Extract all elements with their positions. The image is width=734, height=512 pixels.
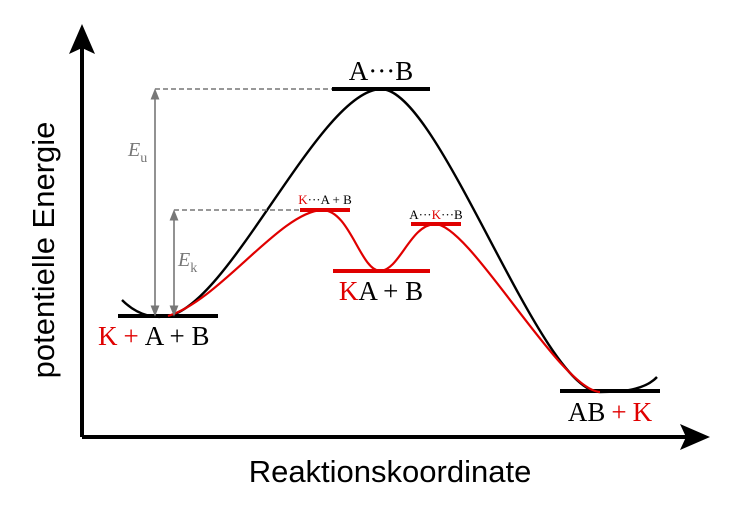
catalyzed-reaction-path — [167, 208, 601, 394]
intermediate-rest: A + B — [358, 276, 423, 306]
reactants-catalyst: K — [98, 321, 118, 351]
catalyzed-transition-2-label: A···K···B — [409, 207, 463, 222]
uncatalyzed-transition-label: A···B — [349, 56, 413, 86]
uncatalyzed-energy-symbol: E — [127, 139, 140, 161]
product-species: AB — [568, 397, 606, 427]
product-label: AB + K — [568, 397, 653, 427]
catalyzed-energy-symbol: E — [177, 249, 190, 271]
y-axis-title: potentielle Energie — [26, 122, 61, 379]
product-catalyst: K — [633, 397, 653, 427]
catalyzed-transition-1-label: K···A + B — [298, 192, 352, 207]
intermediate-label: KA + B — [339, 276, 423, 306]
y-axis-arrow-icon — [69, 24, 95, 54]
uncatalyzed-energy-label: Eu — [127, 139, 147, 166]
reactants-label: K + A + B — [98, 321, 209, 351]
intermediate-catalyst: K — [339, 276, 359, 306]
product-plus: + — [611, 397, 626, 427]
catalyzed-transition-2-a: A··· — [409, 207, 431, 222]
x-axis-arrow-icon — [680, 424, 710, 450]
x-axis-title: Reaktionskoordinate — [249, 454, 532, 489]
reactants-plus: + — [124, 321, 139, 351]
catalyzed-transition-2-catalyst: K — [432, 207, 442, 222]
catalyzed-transition-1-catalyst: K — [298, 192, 308, 207]
axes — [69, 24, 710, 450]
catalyzed-transition-2-b: ···B — [441, 207, 463, 222]
uncatalyzed-energy-subscript: u — [140, 151, 147, 166]
catalyzed-energy-subscript: k — [190, 261, 197, 276]
catalyzed-transition-1-rest: ···A + B — [308, 192, 352, 207]
catalyzed-energy-label: Ek — [177, 249, 197, 276]
reactants-species: A + B — [145, 321, 210, 351]
